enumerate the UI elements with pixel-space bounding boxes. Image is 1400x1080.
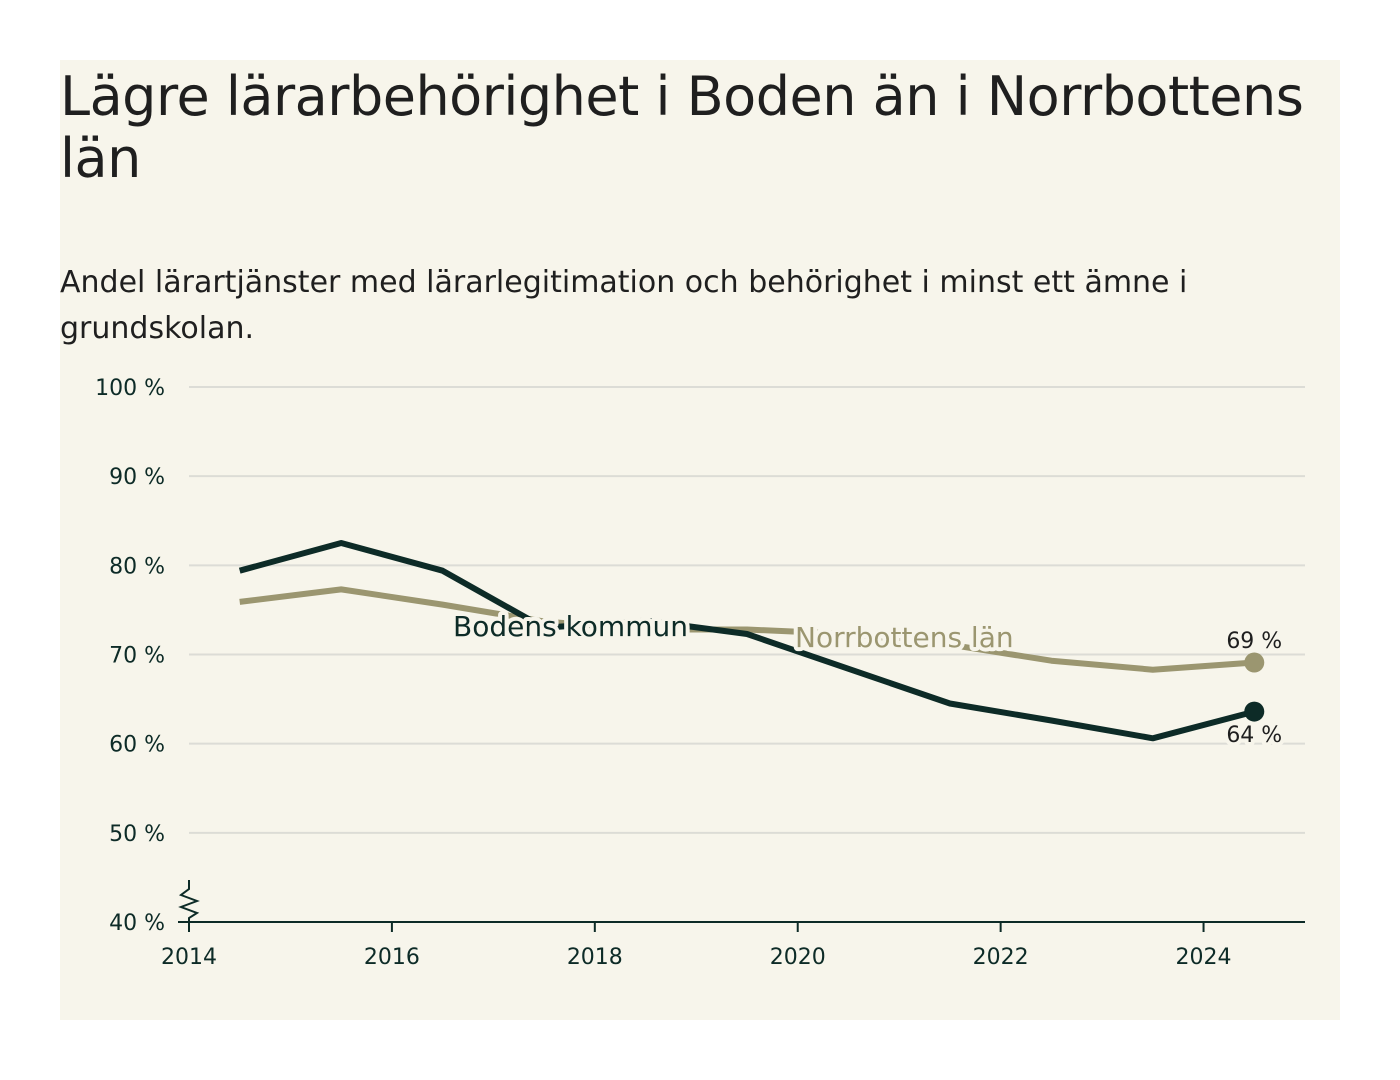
chart-title: Lägre lärarbehörighet i Boden än i Norrb… bbox=[60, 65, 1304, 190]
series-line-norrbotten bbox=[239, 586, 1255, 673]
x-axis bbox=[178, 880, 1305, 923]
end-point-boden bbox=[1244, 701, 1265, 722]
end-label-norrbotten: 69 % bbox=[1226, 629, 1282, 654]
y-tick-label: 50 % bbox=[109, 822, 165, 847]
y-tick-label: 100 % bbox=[95, 376, 165, 401]
gridlines bbox=[189, 386, 1305, 834]
x-tick-label: 2020 bbox=[770, 945, 826, 970]
series-label-boden: Bodens kommun bbox=[453, 610, 688, 643]
label-halo: Bodens kommun bbox=[453, 610, 688, 643]
axis-break-icon bbox=[178, 880, 200, 922]
series-line-boden bbox=[238, 540, 1256, 742]
x-tick-label: 2016 bbox=[364, 945, 420, 970]
y-tick-label: 40 % bbox=[109, 911, 165, 936]
x-tick-label: 2022 bbox=[973, 945, 1029, 970]
x-tick-label: 2014 bbox=[161, 945, 217, 970]
y-tick-label: 60 % bbox=[109, 733, 165, 758]
x-tick-label: 2018 bbox=[567, 945, 623, 970]
end-label-boden: 64 % bbox=[1226, 723, 1282, 748]
x-tick-label: 2024 bbox=[1176, 945, 1232, 970]
y-tick-label: 80 % bbox=[109, 554, 165, 579]
chart-subtitle: Andel lärartjänster med lärarlegitimatio… bbox=[60, 265, 1188, 346]
y-tick-label: 90 % bbox=[109, 465, 165, 490]
label-halo: 69 % bbox=[1226, 629, 1282, 654]
y-axis-tick-labels: 40 % 50 % 60 % 70 % 80 % 90 % 100 % bbox=[95, 376, 165, 936]
end-point-norrbotten bbox=[1244, 652, 1265, 673]
label-halo: Norrbottens län bbox=[795, 621, 1014, 654]
series-lines bbox=[238, 540, 1265, 742]
label-halo: 64 % bbox=[1226, 723, 1282, 748]
series-label-norrbotten: Norrbottens län bbox=[795, 621, 1014, 654]
x-axis-tick-labels: 2014 2016 2018 2020 2022 2024 bbox=[161, 922, 1232, 970]
chart-card bbox=[60, 60, 1340, 1020]
y-tick-label: 70 % bbox=[109, 644, 165, 669]
